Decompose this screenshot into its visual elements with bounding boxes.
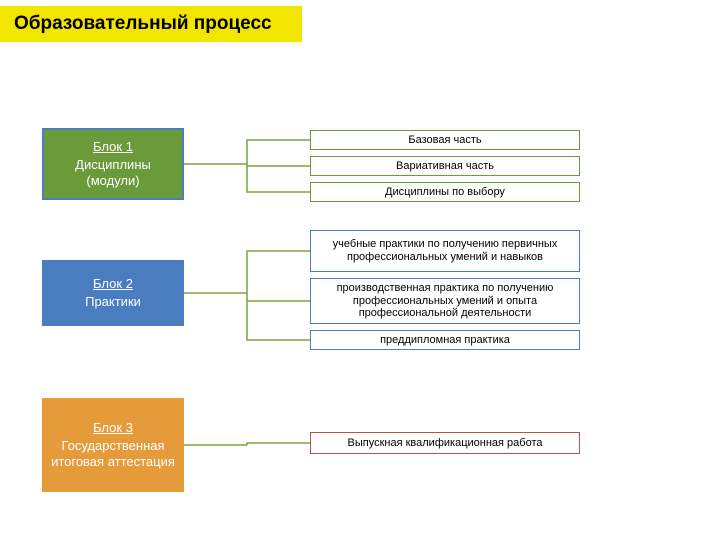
block3: Блок 3 Государственная итоговая аттестаци… [42, 398, 184, 492]
block1-item-2: Дисциплины по выбору [310, 182, 580, 202]
block3-title: Блок 3 [93, 420, 133, 436]
block1-item-0: Базовая часть [310, 130, 580, 150]
block2-subtitle: Практики [85, 294, 141, 310]
block2-title: Блок 2 [93, 276, 133, 292]
block1-item-1: Вариативная часть [310, 156, 580, 176]
block3-item-0: Выпускная квалификационная работа [310, 432, 580, 454]
block2-item-1: производственная практика по получению п… [310, 278, 580, 324]
page-title-text: Образовательный процесс [14, 13, 272, 35]
block1-title: Блок 1 [93, 139, 133, 155]
block1-subtitle: Дисциплины (модули) [50, 157, 176, 190]
page-title: Образовательный процесс [0, 6, 302, 42]
block3-subtitle: Государственная итоговая аттестация [50, 438, 176, 471]
block2-item-0: учебные практики по получению первичных … [310, 230, 580, 272]
block1: Блок 1 Дисциплины (модули) [42, 128, 184, 200]
block2-item-2: преддипломная практика [310, 330, 580, 350]
block2: Блок 2 Практики [42, 260, 184, 326]
